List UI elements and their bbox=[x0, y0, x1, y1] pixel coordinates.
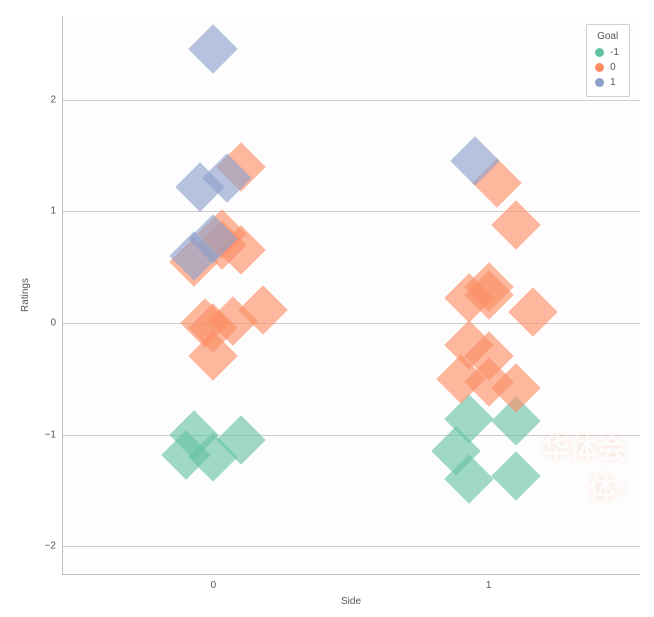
legend-label: 0 bbox=[610, 62, 616, 73]
x-axis-label: Side bbox=[341, 596, 361, 607]
y-axis-line bbox=[62, 16, 63, 574]
legend: Goal -1 0 1 bbox=[586, 24, 630, 97]
gridline bbox=[62, 323, 640, 324]
legend-item: 1 bbox=[595, 75, 619, 90]
watermark-text: 华体会 bbox=[542, 427, 626, 467]
y-tick-label: 1 bbox=[34, 206, 56, 217]
y-tick-label: 0 bbox=[34, 317, 56, 328]
gridline bbox=[62, 100, 640, 101]
x-tick-label: 0 bbox=[211, 580, 217, 591]
x-tick-label: 1 bbox=[486, 580, 492, 591]
legend-swatch-icon bbox=[595, 78, 604, 87]
y-axis-label: Ratings bbox=[20, 278, 31, 312]
gridline bbox=[62, 546, 640, 547]
legend-item: 0 bbox=[595, 60, 619, 75]
legend-label: -1 bbox=[610, 47, 619, 58]
watermark-text: 体: bbox=[542, 467, 626, 507]
legend-swatch-icon bbox=[595, 63, 604, 72]
x-axis-line bbox=[62, 574, 640, 575]
y-tick-label: 2 bbox=[34, 94, 56, 105]
gridline bbox=[62, 211, 640, 212]
legend-label: 1 bbox=[610, 77, 616, 88]
watermark: 华体会体: bbox=[542, 427, 626, 507]
chart-container: Ratings Side Goal -1 0 1 华体会体: −2 −1 0 1 2 0 1 bbox=[0, 0, 654, 617]
y-tick-label: −2 bbox=[34, 541, 56, 552]
legend-title: Goal bbox=[595, 31, 619, 42]
y-tick-label: −1 bbox=[34, 429, 56, 440]
legend-swatch-icon bbox=[595, 48, 604, 57]
legend-item: -1 bbox=[595, 45, 619, 60]
